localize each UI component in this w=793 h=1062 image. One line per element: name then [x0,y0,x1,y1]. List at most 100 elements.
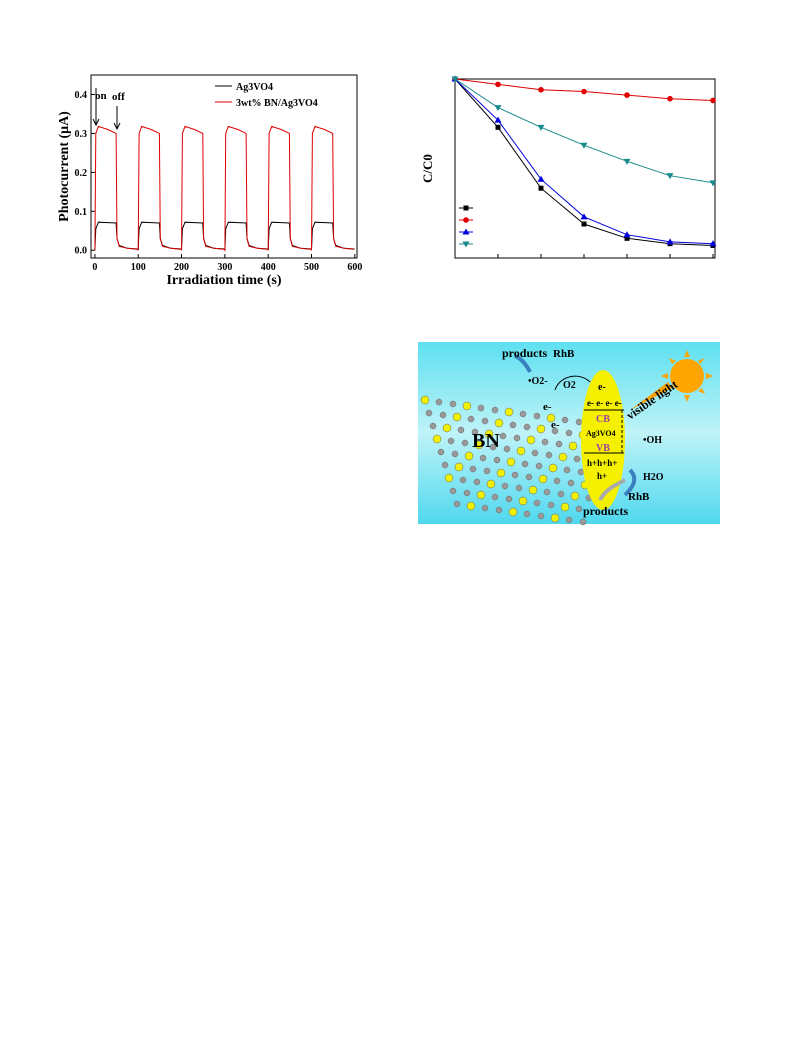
marker [667,95,673,102]
atom [577,468,585,476]
annotation-arrow [92,88,100,127]
atom [463,489,471,497]
label: e- [598,382,606,393]
y-tick-label: 0.0 [75,246,88,257]
atom [538,474,548,484]
atom [548,463,558,473]
atom [579,518,587,526]
atom [471,428,479,436]
label: e- [543,401,552,413]
marker [666,238,674,245]
atom [461,439,469,447]
label: •OH [643,435,662,446]
atom [550,513,560,523]
x-axis-title: Irradiation time (s) [166,273,281,288]
line [94,125,355,252]
annotation-arrow [113,106,121,131]
legend-label: Ag3VO4 [236,82,273,93]
semiconductor [581,370,625,510]
atom [499,432,507,440]
arrow [598,478,626,501]
atom [495,506,503,514]
light-beam [630,382,672,410]
atom [479,454,487,462]
atom [420,395,430,405]
atom [575,505,583,513]
label: BN [472,430,500,452]
atom [484,429,494,439]
atom [533,412,541,420]
atom [501,482,509,490]
atom [454,462,464,472]
label: RhB [553,348,575,360]
label: h+h+h+ [587,458,617,468]
arrow [623,468,637,497]
atom [476,490,486,500]
atom [474,440,484,450]
atom [513,434,521,442]
y-axis-title: C/C0 [420,154,435,183]
atom [515,484,523,492]
atom [486,479,496,489]
marker [581,221,587,227]
atom [516,446,526,456]
atom [469,465,477,473]
atom [570,491,580,501]
atom [496,468,506,478]
label: Ag3VO4 [586,429,616,438]
marker [710,97,716,104]
atom [429,422,437,430]
atom [425,409,433,417]
atom [573,455,581,463]
marker [495,81,501,88]
atom [449,400,457,408]
x-tick-label: 200 [174,262,189,273]
atom [563,466,571,474]
marker [538,86,544,93]
atom [466,501,476,511]
x-tick-label: 0 [92,262,97,273]
marker [623,231,631,238]
x-tick-label: 600 [347,262,362,273]
atom [568,441,578,451]
atom [551,427,559,435]
marker [666,173,674,180]
atom [437,448,445,456]
marker [495,124,501,130]
atom [483,467,491,475]
atom [557,490,565,498]
label: e- [551,419,560,431]
marker [462,228,470,235]
atom [526,435,536,445]
atom [441,461,449,469]
marker [581,88,587,95]
atom [523,510,531,518]
bn-sheet [420,395,593,526]
atom [503,445,511,453]
y-tick-label: 0.1 [75,207,88,218]
atom [506,457,516,467]
plot-frame [454,78,716,259]
atom [442,423,452,433]
atom [444,473,454,483]
y-tick-label: 0.3 [75,129,88,140]
label: products [502,346,547,360]
atom [453,500,461,508]
atom [518,496,528,506]
atom [555,440,563,448]
marker [537,124,545,131]
atom [432,434,442,444]
atom [447,437,455,445]
label: VB [596,443,610,454]
marker [451,76,459,83]
atom [535,462,543,470]
atom [560,502,570,512]
atom [491,406,499,414]
x-tick-label: 400 [261,262,276,273]
atom [547,501,555,509]
label: e- e- e- e- [587,398,622,408]
marker [494,105,502,112]
atom [511,471,519,479]
label: CB [596,414,610,425]
